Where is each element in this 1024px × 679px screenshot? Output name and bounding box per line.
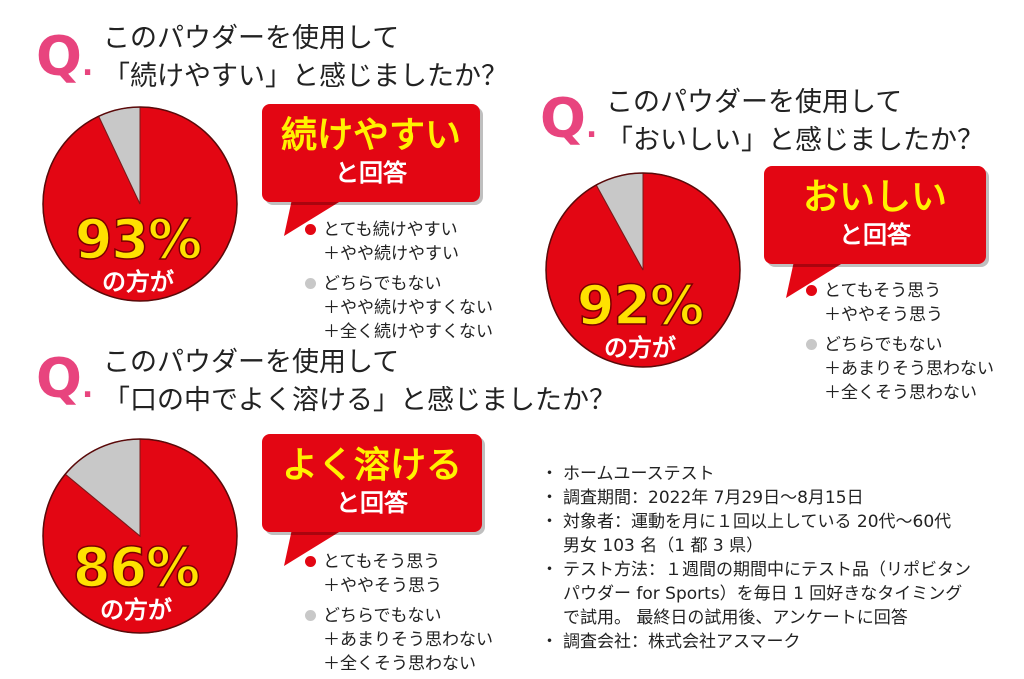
- pie-outline: [42, 438, 238, 634]
- callout-subtext: と回答: [335, 159, 407, 187]
- q-mark-2: Q.: [540, 87, 598, 150]
- note-item-continued: パウダー for Sports）を毎日 1 回好きなタイミング: [563, 584, 963, 604]
- percentage-value: 86%: [72, 536, 201, 599]
- percentage-value: 93%: [74, 208, 203, 271]
- note-item: ホームユーステスト: [541, 462, 971, 486]
- callout-subtext: と回答: [839, 221, 911, 249]
- note-item: 対象者：運動を月に１回以上している 20代〜60代: [541, 510, 971, 534]
- legend-swatch: [806, 339, 817, 350]
- note-item: 調査会社：株式会社アスマーク: [541, 630, 971, 654]
- legend-swatch: [305, 556, 316, 567]
- percentage-caption: の方が: [100, 596, 172, 624]
- question-title-1: このパウダーを使用して 「続けやすい」と感じましたか？: [103, 23, 508, 92]
- pie-center-label-2: 92% の方が: [560, 274, 720, 362]
- callout-headline: 続けやすい: [280, 115, 461, 156]
- callout-headline: おいしい: [802, 177, 947, 218]
- callout-subtext: と回答: [336, 489, 408, 517]
- legend-item: どちらでもない: [305, 604, 493, 628]
- percentage-value: 92%: [576, 274, 705, 337]
- q-mark-3: Q.: [36, 347, 94, 410]
- question-title-2: このパウダーを使用して 「おいしい」と感じましたか？: [606, 87, 984, 156]
- pie-chart-1: [42, 106, 238, 302]
- legend-swatch: [806, 285, 817, 296]
- note-item: 調査期間：2022年 7月29日〜8月15日: [541, 486, 971, 510]
- pie-center-label-1: 93% の方が: [58, 208, 218, 296]
- question-title-3: このパウダーを使用して 「口の中でよく溶ける」と感じましたか？: [103, 347, 616, 416]
- legend-item: どちらでもない: [305, 272, 493, 296]
- callout-bubble-2: おいしい と回答: [764, 166, 986, 301]
- pie-chart-2: [545, 172, 741, 368]
- percentage-caption: の方が: [604, 334, 676, 362]
- note-item-continued: 男女 103 名（1 都 3 県）: [563, 536, 764, 556]
- note-item: テスト方法：１週間の期間中にテスト品（リポビタン: [541, 558, 971, 582]
- legend-item: とてもそう思う: [305, 550, 493, 574]
- survey-notes: ホームユーステスト 調査期間：2022年 7月29日〜8月15日 対象者：運動を…: [541, 462, 971, 654]
- pie-outline: [42, 106, 238, 302]
- callout-headline: よく溶ける: [281, 445, 462, 486]
- legend-swatch: [305, 610, 316, 621]
- legend-item: とても続けやすい: [305, 218, 493, 242]
- percentage-caption: の方が: [102, 268, 174, 296]
- q-mark-1: Q.: [36, 25, 94, 88]
- pie-outline: [545, 172, 741, 368]
- legend-item: どちらでもない: [806, 333, 994, 357]
- legend-item: とてもそう思う: [806, 279, 994, 303]
- note-item-continued: で試用。 最終日の試用後、アンケートに回答: [563, 608, 908, 628]
- legend-3: とてもそう思う ＋ややそう思う どちらでもない ＋あまりそう思わない ＋全くそう…: [305, 550, 493, 676]
- pie-center-label-3: 86% の方が: [56, 536, 216, 624]
- legend-2: とてもそう思う ＋ややそう思う どちらでもない ＋あまりそう思わない ＋全くそう…: [806, 279, 994, 405]
- callout-bubble-3: よく溶ける と回答: [262, 434, 482, 569]
- legend-1: とても続けやすい ＋やや続けやすい どちらでもない ＋やや続けやすくない ＋全く…: [305, 218, 493, 344]
- pie-chart-3: [42, 438, 238, 634]
- legend-swatch: [305, 224, 316, 235]
- legend-swatch: [305, 278, 316, 289]
- callout-bubble-1: 続けやすい と回答: [262, 104, 480, 239]
